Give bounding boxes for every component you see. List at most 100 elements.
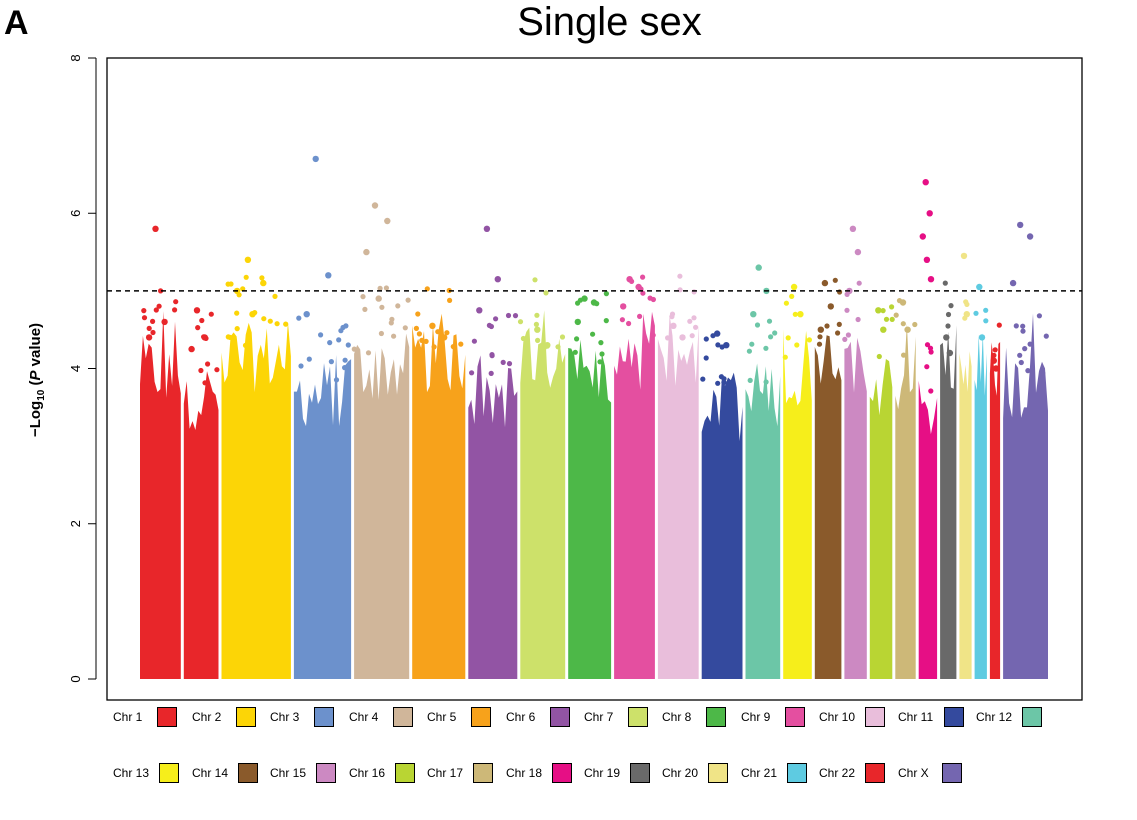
legend-swatch <box>238 763 258 783</box>
top-hit-point <box>384 217 391 225</box>
top-hit-point <box>483 225 491 232</box>
snp-point <box>450 344 456 350</box>
legend-swatch <box>552 763 572 783</box>
top-hit-point <box>827 303 834 310</box>
snp-point <box>687 318 693 324</box>
snp-point <box>1025 368 1031 374</box>
snp-point <box>559 334 566 340</box>
y-tick-label: 4 <box>68 365 83 372</box>
snp-point <box>227 334 233 340</box>
snp-point <box>817 334 823 340</box>
snp-point <box>306 356 312 362</box>
snp-point <box>214 367 220 373</box>
legend-label: Chr 13 <box>113 766 150 780</box>
top-hit-point <box>960 252 968 260</box>
snp-point <box>794 342 800 348</box>
chromosome-band-chr-13 <box>745 363 781 679</box>
snp-point <box>141 315 148 321</box>
top-hit-point <box>626 276 633 283</box>
snp-point <box>689 333 695 339</box>
top-hit-point <box>188 345 195 353</box>
top-hit-point <box>880 326 887 333</box>
snp-point <box>555 344 561 350</box>
chromosome-band-chr-x <box>989 342 1001 679</box>
snp-point <box>650 296 657 303</box>
snp-point <box>225 281 231 287</box>
panel-label: A <box>4 4 29 42</box>
snp-point <box>1018 359 1024 366</box>
top-hit-point <box>494 276 501 283</box>
top-hit-point <box>590 299 598 306</box>
snp-point <box>721 379 727 385</box>
snp-point <box>205 361 211 367</box>
legend-label: Chr 16 <box>349 766 386 780</box>
snp-point <box>234 326 240 332</box>
snp-point <box>700 376 706 382</box>
legend-label: Chr 21 <box>741 766 778 780</box>
legend-swatch <box>157 707 177 727</box>
snp-point <box>598 340 604 346</box>
top-hit-point <box>574 318 581 326</box>
top-hit-point <box>927 276 935 283</box>
top-hit-point <box>1009 279 1017 287</box>
top-hit-point <box>544 342 551 349</box>
snp-point <box>836 321 842 327</box>
legend-label: Chr 22 <box>819 766 856 780</box>
y-tick-label: 6 <box>68 210 83 217</box>
snp-point <box>242 342 249 348</box>
top-hit-point <box>244 256 252 263</box>
snp-point <box>243 274 249 280</box>
snp-point <box>597 359 603 365</box>
snp-point <box>150 329 156 336</box>
chromosome-band-chr-9 <box>568 339 612 679</box>
top-hit-point <box>943 334 950 341</box>
snp-point <box>889 316 895 322</box>
chromosome-band-chr-21 <box>959 351 972 679</box>
snp-point <box>924 364 930 370</box>
snp-point <box>754 322 761 328</box>
top-hit-point <box>923 256 931 263</box>
plot-frame <box>106 57 1083 701</box>
top-hit-point <box>312 155 319 163</box>
snp-point <box>876 353 882 360</box>
snp-point <box>783 300 790 306</box>
top-hit-point <box>723 342 730 349</box>
legend-label: Chr 2 <box>192 710 222 724</box>
snp-point <box>153 307 159 313</box>
chromosome-band-chr-20 <box>940 325 957 679</box>
snp-point <box>792 311 798 317</box>
legend-swatch <box>706 707 726 727</box>
snp-point <box>785 335 791 341</box>
top-hit-point <box>260 279 267 287</box>
top-hit-point <box>670 322 677 329</box>
snp-point <box>1013 323 1019 329</box>
chromosome-band-chr-17 <box>869 359 893 679</box>
snp-point <box>912 321 918 328</box>
snp-point <box>199 317 205 324</box>
legend-swatch <box>393 707 413 727</box>
top-hit-point <box>990 357 997 364</box>
top-hit-point <box>899 299 907 306</box>
chromosome-band-chr-18 <box>895 323 916 679</box>
snp-point <box>983 307 989 313</box>
legend-swatch <box>630 763 650 783</box>
snp-point <box>715 380 721 386</box>
snp-point <box>1043 333 1049 339</box>
snp-point <box>1022 346 1028 352</box>
legend-swatch <box>159 763 179 783</box>
legend-label: Chr 10 <box>819 710 856 724</box>
snp-point <box>173 299 179 305</box>
snp-point <box>1040 370 1046 376</box>
snp-point <box>677 273 683 279</box>
top-hit-point <box>325 272 332 279</box>
chromosome-bands <box>140 310 1048 679</box>
snp-point <box>318 332 324 338</box>
snp-point <box>505 312 512 319</box>
snp-point <box>806 337 813 343</box>
snp-point <box>327 340 333 346</box>
top-hit-point <box>429 322 436 329</box>
snp-point <box>1020 323 1026 329</box>
y-tick-label: 0 <box>68 675 83 682</box>
snp-point <box>535 337 541 343</box>
